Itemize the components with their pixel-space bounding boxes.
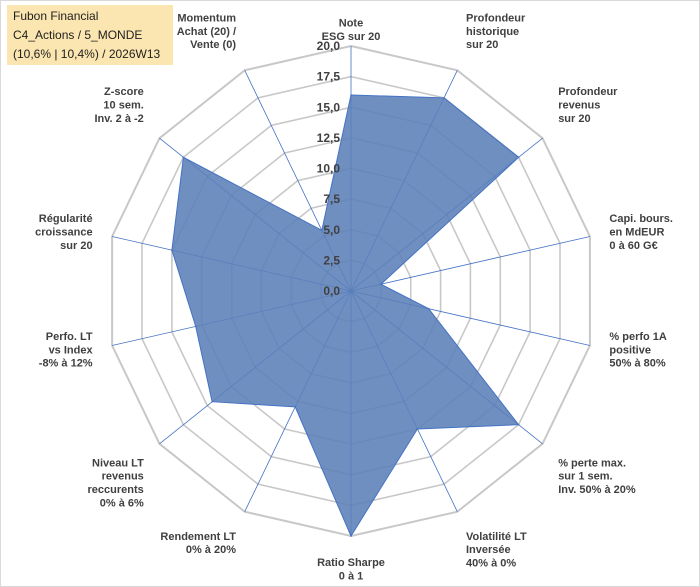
title-security-name: Fubon Financial: [13, 9, 99, 23]
axis-label-4: % perfo 1A: [609, 331, 667, 343]
data-point-8: [294, 406, 297, 408]
axis-label-0: Note: [339, 18, 363, 30]
axis-label-3: en MdEUR: [609, 226, 664, 238]
axis-label-4: positive: [609, 344, 651, 356]
data-point-6: [416, 428, 419, 430]
tick-label: 7,5: [323, 192, 340, 206]
axis-label-11: sur 20: [60, 240, 92, 252]
title-portfolio: C4_Actions / 5_MONDE: [13, 28, 143, 42]
axis-label-12: Inv. 2 à -2: [94, 113, 143, 125]
radial-tick-labels: 0,0 2,5 5,0 7,5 10,0 12,5 15,0 17,5 20,0: [317, 39, 341, 298]
axis-label-9: Niveau LT: [92, 457, 144, 469]
data-point-4: [427, 307, 430, 310]
tick-label: 10,0: [317, 162, 341, 176]
data-point-9: [211, 400, 213, 403]
tick-label: 5,0: [323, 223, 340, 237]
series-area-0: [171, 94, 520, 538]
axis-label-12: 10 sem.: [103, 99, 143, 111]
tick-label: 15,0: [317, 100, 341, 114]
axis-label-4: 50% à 80%: [609, 358, 665, 370]
spoke-3: [350, 236, 590, 292]
axis-label-3: 0 à 60 G€: [609, 240, 657, 252]
axis-label-13: Achat (20) /: [177, 26, 236, 38]
axis-label-5: % perte max.: [558, 457, 626, 469]
axis-label-1: sur 20: [466, 39, 498, 51]
data-point-11: [171, 249, 173, 251]
data-point-13: [321, 229, 323, 232]
data-point-0: [350, 94, 352, 96]
axis-label-10: -8% à 12%: [39, 358, 93, 370]
axis-label-2: sur 20: [558, 113, 590, 125]
data-point-12: [182, 156, 185, 159]
axis-label-8: Rendement LT: [160, 531, 236, 543]
axis-label-2: revenus: [558, 99, 600, 111]
axis-label-1: historique: [466, 26, 519, 38]
axis-label-5: sur 1 sem.: [558, 471, 612, 483]
axis-label-2: Profondeur: [558, 86, 618, 98]
axis-label-6: Inversée: [466, 544, 511, 556]
axis-label-0: ESG sur 20: [322, 31, 381, 43]
axis-label-7: Ratio Sharpe: [317, 557, 385, 569]
axis-label-6: 40% à 0%: [466, 558, 516, 570]
axis-label-8: 0% à 20%: [186, 544, 236, 556]
axis-label-6: Volatilité LT: [466, 531, 527, 543]
radar-series: [171, 94, 520, 538]
data-point-10: [194, 325, 197, 328]
tick-label: 20,0: [317, 39, 341, 53]
tick-label: 2,5: [323, 253, 340, 267]
title-performance-week: (10,6% | 10,4%) / 2026W13: [13, 47, 161, 61]
data-point-7: [350, 535, 352, 537]
axis-label-9: 0% à 6%: [100, 498, 144, 510]
axis-label-12: Z-score: [104, 86, 144, 98]
tick-label: 12,5: [317, 131, 341, 145]
axis-label-10: Perfo. LT: [46, 331, 93, 343]
data-point-3: [380, 283, 382, 286]
data-point-1: [443, 97, 445, 99]
axis-label-9: revenus: [102, 471, 144, 483]
axis-label-3: Capi. bours.: [609, 213, 673, 225]
axis-label-9: reccurents: [88, 484, 144, 496]
axis-label-10: vs Index: [49, 344, 94, 356]
axis-label-1: Profondeur: [466, 12, 526, 24]
axis-label-11: Régularité: [39, 213, 93, 225]
tick-label: 0,0: [323, 284, 340, 298]
axis-label-7: 0 à 1: [339, 570, 363, 582]
axis-label-5: Inv. 50% à 20%: [558, 484, 636, 496]
axis-label-11: croissance: [35, 226, 92, 238]
data-point-2: [517, 156, 520, 159]
tick-label: 17,5: [317, 70, 341, 84]
data-point-5: [517, 423, 520, 426]
axis-label-13: Momentum: [177, 12, 236, 24]
chart-title-box: Fubon Financial C4_Actions / 5_MONDE (10…: [7, 5, 173, 65]
axis-label-13: Vente (0): [190, 39, 236, 51]
